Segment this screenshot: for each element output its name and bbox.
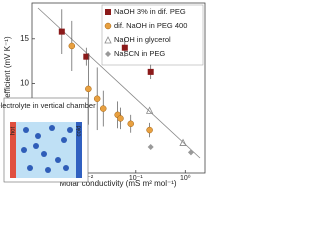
chart: Seebeck coefficient (mV K⁻¹) Molar condu… bbox=[0, 2, 206, 188]
hot-label: hot bbox=[11, 126, 17, 135]
point bbox=[146, 126, 153, 134]
inset-title: electrolyte in vertical chamber bbox=[0, 101, 96, 110]
legend-marker bbox=[104, 22, 112, 30]
point bbox=[83, 53, 90, 60]
legend-label: NaOH in glycerol bbox=[114, 35, 171, 44]
point bbox=[121, 44, 128, 51]
legend-box bbox=[101, 4, 204, 66]
point bbox=[179, 138, 187, 146]
x-tick-label: 10⁻¹ bbox=[129, 175, 143, 182]
point bbox=[147, 68, 154, 75]
y-tick-label: 15 bbox=[20, 34, 29, 43]
x-axis-title: Molar conductivity (mS m² mol⁻¹) bbox=[59, 179, 176, 188]
ions bbox=[21, 125, 73, 173]
y-axis-title: Seebeck coefficient (mV K⁻¹) bbox=[3, 36, 12, 140]
point bbox=[99, 105, 107, 112]
point bbox=[93, 95, 101, 102]
point bbox=[187, 149, 194, 156]
point bbox=[127, 120, 134, 128]
point bbox=[147, 144, 154, 151]
point bbox=[145, 106, 154, 114]
legend-label: NaOH 3% in dif. PEG bbox=[114, 7, 186, 16]
y-tick-label: 10 bbox=[20, 79, 29, 88]
cold-label: cold bbox=[77, 125, 83, 136]
legend-label: NaSCN in PEG bbox=[114, 49, 165, 58]
trend-line bbox=[37, 7, 201, 159]
point bbox=[58, 28, 65, 35]
cold-plate bbox=[76, 122, 82, 178]
point bbox=[117, 115, 124, 122]
legend-marker bbox=[105, 9, 111, 15]
x-tick-label: 10⁰ bbox=[180, 174, 191, 182]
legend-marker bbox=[105, 51, 111, 57]
legend-marker bbox=[104, 36, 112, 44]
point bbox=[85, 85, 92, 93]
legend-label: dif. NaOH in PEG 400 bbox=[114, 21, 187, 30]
plot-frame bbox=[31, 2, 206, 174]
point bbox=[68, 42, 76, 50]
inset: electrolyte in vertical chamber hot cold bbox=[0, 97, 96, 183]
hot-plate bbox=[10, 122, 16, 178]
